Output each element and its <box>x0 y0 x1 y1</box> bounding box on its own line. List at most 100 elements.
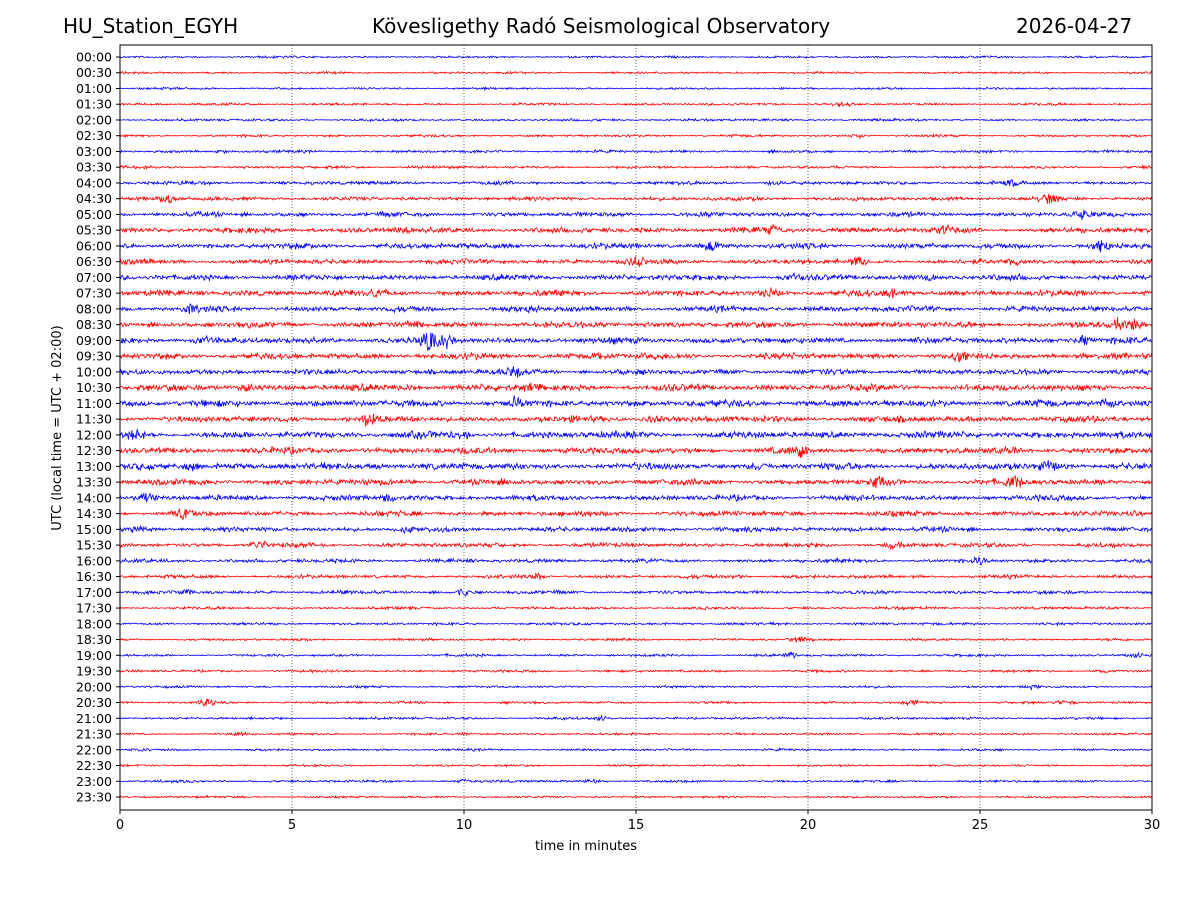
y-axis-label: UTC (local time = UTC + 02:00) <box>50 325 65 530</box>
y-tick-label: 07:00 <box>76 270 112 285</box>
trace-1700 <box>119 588 1153 597</box>
y-tick-label: 06:00 <box>76 238 112 253</box>
x-tick-label: 30 <box>1144 818 1161 833</box>
trace-0930 <box>119 351 1153 363</box>
x-tick-label: 10 <box>456 818 473 833</box>
y-tick-label: 00:30 <box>76 65 112 80</box>
x-tick-label: 20 <box>800 818 817 833</box>
y-tick-label: 08:30 <box>76 317 112 332</box>
y-tick-label: 15:30 <box>76 538 112 553</box>
trace-0130 <box>119 101 1152 108</box>
trace-0800 <box>119 303 1153 315</box>
trace-2200 <box>119 747 1152 753</box>
y-tick-label: 12:30 <box>76 443 112 458</box>
y-tick-label: 06:30 <box>76 254 112 269</box>
trace-1600 <box>119 555 1152 566</box>
trace-1730 <box>119 605 1152 612</box>
trace-1900 <box>119 651 1152 660</box>
y-tick-label: 03:30 <box>76 160 112 175</box>
x-tick-label: 5 <box>288 818 296 833</box>
y-tick-label: 05:00 <box>76 207 112 222</box>
station-name: HU_Station_EGYH <box>63 14 239 38</box>
trace-1500 <box>119 524 1153 535</box>
trace-0000 <box>119 54 1153 60</box>
y-tick-label: 04:00 <box>76 175 112 190</box>
y-tick-label: 16:00 <box>76 553 112 568</box>
y-tick-label: 08:00 <box>76 301 112 316</box>
trace-1130 <box>119 413 1152 427</box>
trace-1030 <box>119 382 1153 393</box>
trace-1230 <box>119 445 1153 458</box>
trace-0330 <box>119 164 1152 171</box>
y-tick-label: 18:30 <box>76 632 112 647</box>
trace-0100 <box>119 86 1153 92</box>
trace-0700 <box>119 271 1153 282</box>
trace-1200 <box>119 429 1152 441</box>
y-tick-label: 11:00 <box>76 396 112 411</box>
trace-0430 <box>119 193 1153 204</box>
y-tick-label: 20:00 <box>76 679 112 694</box>
y-tick-label: 13:00 <box>76 459 112 474</box>
trace-1530 <box>119 539 1153 551</box>
trace-2230 <box>119 763 1153 768</box>
y-tick-label: 09:00 <box>76 333 112 348</box>
trace-1400 <box>119 492 1152 503</box>
trace-1000 <box>119 366 1152 378</box>
y-tick-label: 19:00 <box>76 648 112 663</box>
trace-1300 <box>119 460 1152 472</box>
x-tick-label: 15 <box>628 818 645 833</box>
y-tick-label: 00:00 <box>76 50 112 65</box>
y-tick-label: 15:00 <box>76 522 112 537</box>
y-tick-label: 21:30 <box>76 727 112 742</box>
y-tick-label: 02:30 <box>76 128 112 143</box>
y-tick-label: 18:00 <box>76 616 112 631</box>
trace-1630 <box>119 572 1153 580</box>
chart-title: Kövesligethy Radó Seismological Observat… <box>372 14 831 38</box>
y-tick-label: 17:00 <box>76 585 112 600</box>
trace-0200 <box>119 117 1153 123</box>
y-tick-label: 05:30 <box>76 223 112 238</box>
y-tick-label: 04:30 <box>76 191 112 206</box>
y-tick-label: 14:00 <box>76 490 112 505</box>
y-tick-label: 19:30 <box>76 664 112 679</box>
y-tick-label: 10:30 <box>76 380 112 395</box>
y-tick-label: 23:30 <box>76 790 112 805</box>
y-tick-label: 22:30 <box>76 758 112 773</box>
y-tick-label: 03:00 <box>76 144 112 159</box>
y-tick-label: 01:00 <box>76 81 112 96</box>
y-tick-label: 11:30 <box>76 412 112 427</box>
trace-1330 <box>119 474 1152 489</box>
trace-2030 <box>119 698 1153 708</box>
trace-0030 <box>119 70 1153 75</box>
y-tick-label: 12:00 <box>76 427 112 442</box>
x-tick-label: 25 <box>972 818 989 833</box>
y-tick-label: 20:30 <box>76 695 112 710</box>
y-tick-label: 01:30 <box>76 97 112 112</box>
trace-1100 <box>119 395 1153 409</box>
plot-frame <box>119 44 1153 811</box>
trace-0630 <box>119 255 1153 268</box>
trace-2100 <box>119 714 1152 722</box>
y-tick-label: 07:30 <box>76 286 112 301</box>
trace-2130 <box>119 731 1153 737</box>
trace-2300 <box>120 778 1153 784</box>
trace-0530 <box>119 224 1153 235</box>
y-tick-label: 09:30 <box>76 349 112 364</box>
y-tick-label: 16:30 <box>76 569 112 584</box>
trace-1430 <box>119 508 1153 520</box>
y-tick-label: 17:30 <box>76 601 112 616</box>
trace-0400 <box>119 178 1153 188</box>
y-tick-label: 14:30 <box>76 506 112 521</box>
y-tick-label: 21:00 <box>76 711 112 726</box>
chart-date: 2026-04-27 <box>1016 14 1133 38</box>
trace-1830 <box>119 635 1153 643</box>
x-tick-label: 0 <box>116 818 124 833</box>
y-tick-label: 10:00 <box>76 364 112 379</box>
y-tick-label: 02:00 <box>76 112 112 127</box>
trace-2000 <box>119 684 1153 691</box>
trace-2330 <box>119 794 1152 800</box>
trace-0730 <box>119 286 1153 299</box>
trace-0830 <box>119 317 1153 331</box>
trace-0600 <box>119 240 1152 253</box>
